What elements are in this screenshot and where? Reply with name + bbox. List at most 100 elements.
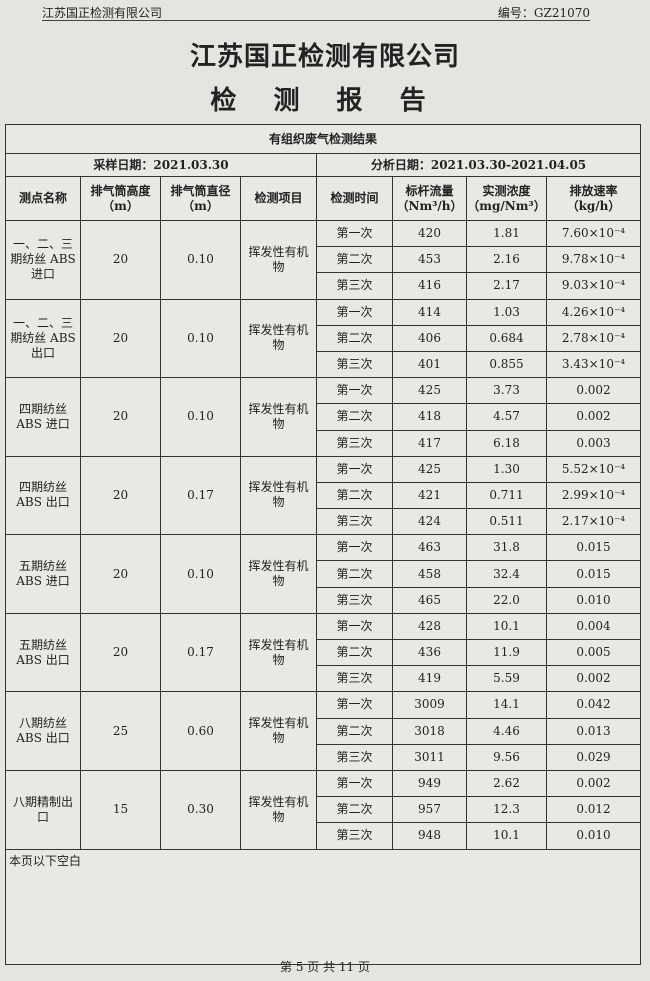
test-time: 第二次: [316, 481, 393, 510]
table-row: 第三次 417 6.18 0.003: [6, 429, 642, 457]
flow-rate: 418: [392, 403, 467, 431]
concentration: 1.81: [466, 219, 547, 248]
test-time: 第三次: [316, 272, 393, 300]
flow-rate: 419: [392, 665, 467, 693]
emission-rate: 0.005: [545, 638, 642, 667]
concentration: 0.511: [466, 508, 547, 536]
column-header: 检测项目: [240, 176, 317, 221]
emission-rate: 0.004: [545, 612, 642, 641]
column-header: 标杆流量（Nm³/h）: [392, 176, 467, 221]
flow-rate: 425: [392, 455, 467, 483]
document-subtitle: 检 测 报 告: [210, 86, 440, 116]
test-time: 第三次: [316, 665, 393, 693]
point-name: 一、二、三期纺丝 ABS 出口: [5, 298, 81, 379]
emission-rate: 0.002: [545, 403, 642, 431]
stack-diameter: 0.60: [160, 691, 241, 771]
flow-rate: 453: [392, 246, 467, 274]
flow-rate: 421: [392, 481, 467, 510]
test-time: 第一次: [316, 769, 393, 798]
concentration: 32.4: [466, 560, 547, 588]
test-time: 第二次: [316, 796, 393, 824]
analysis-date: 分析日期：2021.03.30-2021.04.05: [315, 153, 642, 177]
concentration: 31.8: [466, 534, 547, 562]
test-time: 第一次: [316, 612, 393, 641]
test-time: 第一次: [316, 298, 393, 326]
concentration: 12.3: [466, 796, 547, 824]
stack-height: 20: [80, 455, 161, 536]
concentration: 2.16: [466, 246, 547, 274]
concentration: 10.1: [466, 612, 547, 641]
emission-rate: 0.002: [545, 665, 642, 693]
test-time: 第三次: [316, 429, 393, 457]
stack-diameter: 0.10: [160, 534, 241, 614]
concentration: 5.59: [466, 665, 547, 693]
test-item: 挥发性有机物: [240, 534, 317, 614]
emission-rate: 0.015: [545, 560, 642, 588]
test-time: 第三次: [316, 350, 393, 379]
test-item: 挥发性有机物: [240, 769, 317, 850]
table-row: 一、二、三期纺丝 ABS 进口 20 0.10 挥发性有机物 第一次 420 1.81 7.6…: [5, 219, 642, 300]
test-time: 第一次: [316, 219, 393, 248]
emission-rate: 9.78×10⁻⁴: [545, 246, 642, 274]
concentration: 0.855: [466, 350, 547, 379]
emission-rate: 0.003: [545, 429, 642, 457]
results-table: 有组织废气检测结果 采样日期：2021.03.30 分析日期：2021.03.3…: [4, 124, 642, 965]
emission-rate: 0.002: [545, 377, 642, 405]
flow-rate: 3009: [392, 691, 467, 719]
concentration: 2.62: [466, 769, 547, 798]
test-time: 第三次: [316, 586, 393, 614]
stack-diameter: 0.10: [160, 220, 241, 300]
point-name: 八期精制出口: [5, 769, 81, 850]
table-row: 第二次 406 0.684 2.78×10⁻⁴: [6, 324, 642, 352]
emission-rate: 2.17×10⁻⁴: [545, 508, 642, 536]
concentration: 6.18: [466, 429, 547, 457]
table-row: 八期纺丝 ABS 出口 25 0.60 挥发性有机物 第一次 3009 14.1 0.042: [5, 691, 642, 771]
table-row: 四期纺丝 ABS 出口 20 0.17 挥发性有机物 第一次 425 1.30 5.52×10…: [5, 455, 642, 536]
table-row: 第三次 416 2.17 9.03×10⁻⁴: [6, 272, 642, 300]
test-time: 第三次: [316, 743, 393, 771]
test-time: 第三次: [316, 822, 393, 850]
emission-rate: 5.52×10⁻⁴: [545, 455, 642, 483]
stack-diameter: 0.10: [160, 377, 241, 457]
column-header: 排气筒直径（m）: [160, 176, 241, 221]
stack-height: 15: [80, 769, 161, 850]
test-time: 第二次: [316, 246, 393, 274]
concentration: 10.1: [466, 822, 547, 850]
table-row: 五期纺丝 ABS 进口 20 0.10 挥发性有机物 第一次 463 31.8 0.015: [5, 534, 642, 614]
stack-height: 20: [80, 534, 161, 614]
test-time: 第二次: [316, 324, 393, 352]
column-header: 测点名称: [5, 176, 81, 221]
emission-rate: 0.029: [545, 743, 642, 771]
point-name: 五期纺丝 ABS 出口: [5, 612, 81, 693]
flow-rate: 949: [392, 769, 467, 798]
stack-diameter: 0.17: [160, 455, 241, 536]
table-row: 五期纺丝 ABS 出口 20 0.17 挥发性有机物 第一次 428 10.1 0.004: [5, 612, 642, 693]
test-time: 第二次: [316, 717, 393, 745]
table-row: 第三次 424 0.511 2.17×10⁻⁴: [6, 508, 642, 536]
emission-rate: 0.010: [545, 822, 642, 850]
concentration: 2.17: [466, 272, 547, 300]
emission-rate: 2.78×10⁻⁴: [545, 324, 642, 352]
point-name: 四期纺丝 ABS 出口: [5, 455, 81, 536]
test-time: 第一次: [316, 691, 393, 719]
emission-rate: 0.012: [545, 796, 642, 824]
table-row: 一、二、三期纺丝 ABS 出口 20 0.10 挥发性有机物 第一次 414 1.03 4.2…: [5, 298, 642, 379]
test-time: 第二次: [316, 403, 393, 431]
emission-rate: 2.99×10⁻⁴: [545, 481, 642, 510]
point-name: 五期纺丝 ABS 进口: [5, 534, 81, 614]
point-name: 一、二、三期纺丝 ABS 进口: [5, 220, 81, 300]
test-time: 第一次: [316, 377, 393, 405]
table-row: 第二次 436 11.9 0.005: [6, 638, 642, 667]
table-row: 第三次 401 0.855 3.43×10⁻⁴: [6, 350, 642, 379]
emission-rate: 0.010: [545, 586, 642, 614]
flow-rate: 406: [392, 324, 467, 352]
header-company: 江苏国正检测有限公司: [42, 6, 163, 20]
flow-rate: 465: [392, 586, 467, 614]
page-footer: 第 5 页 共 11 页: [280, 960, 370, 974]
concentration: 14.1: [466, 691, 547, 719]
test-item: 挥发性有机物: [240, 220, 317, 300]
page-header: 江苏国正检测有限公司 编号：GZ21070: [42, 2, 590, 21]
flow-rate: 428: [392, 612, 467, 641]
test-item: 挥发性有机物: [240, 455, 317, 536]
column-header: 检测时间: [316, 176, 393, 221]
